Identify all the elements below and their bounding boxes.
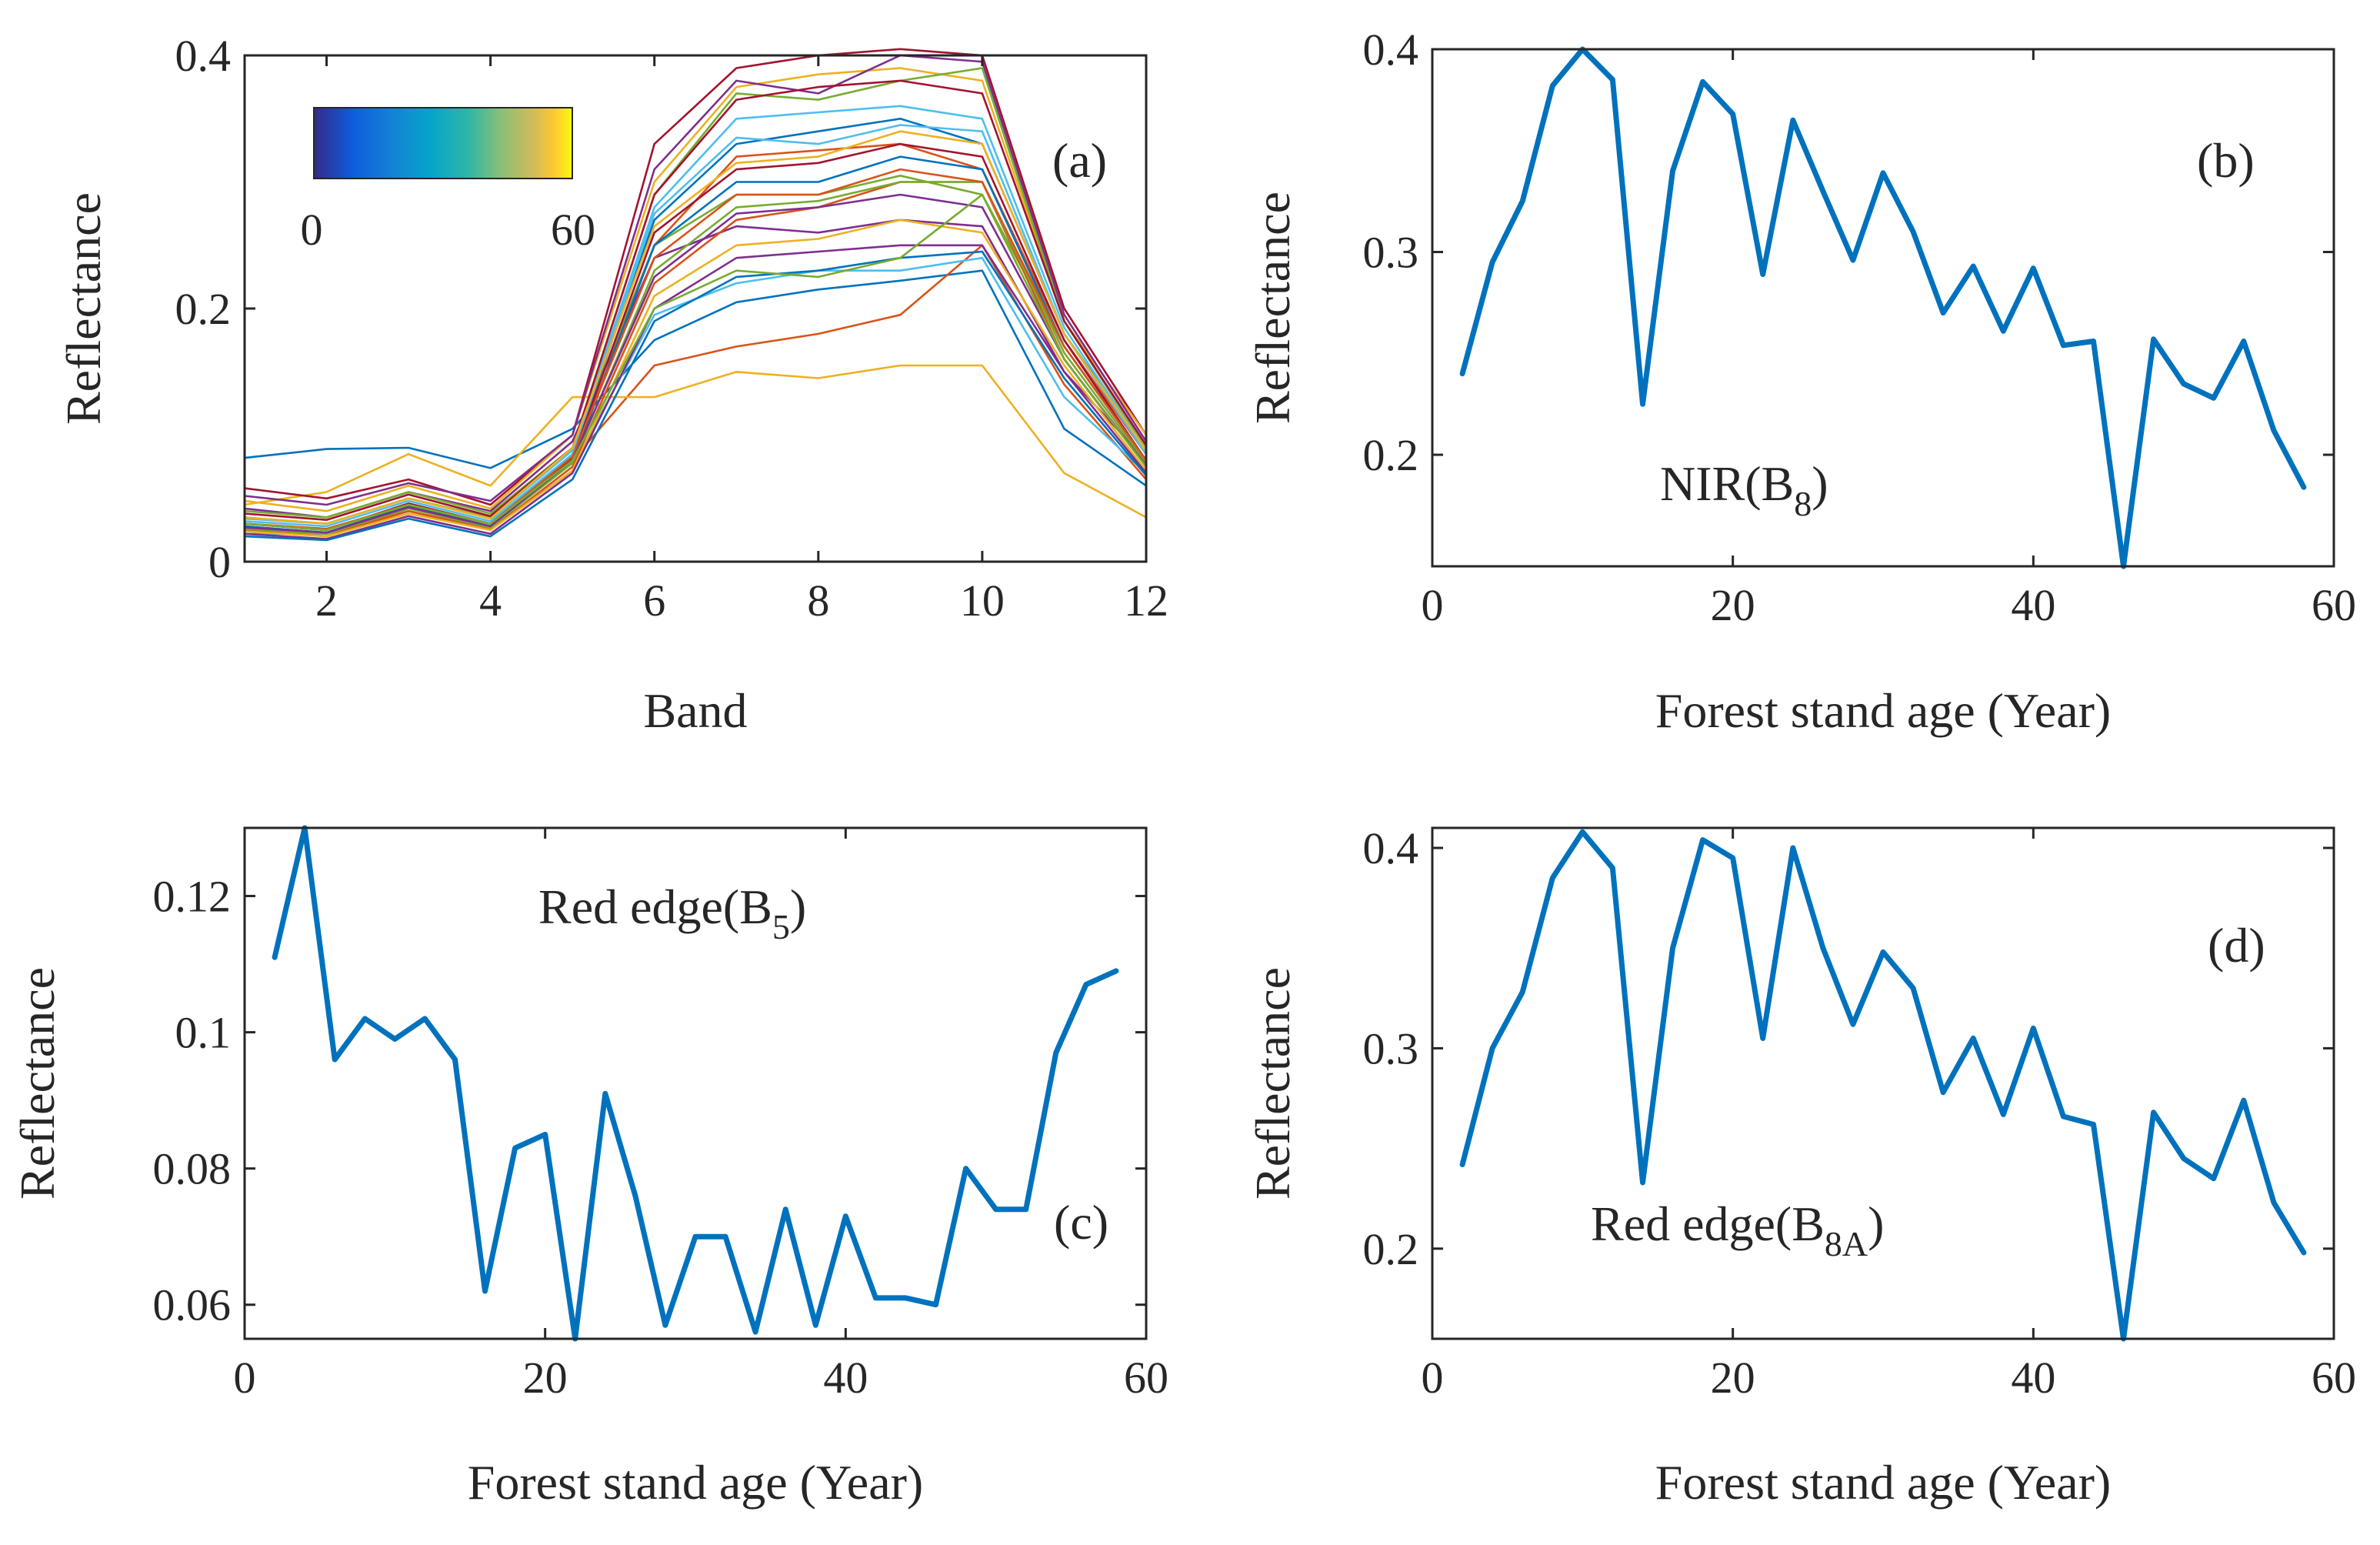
panel-c-y-ticks: 0.06 0.08 0.1 0.12 (153, 872, 1146, 1330)
panel-b-annotation-sub: 8 (1794, 484, 1812, 523)
panel-d-axes-box (1431, 826, 2335, 1340)
panel-c-label: (c) (1054, 1195, 1108, 1250)
panel-a: 2 4 6 8 10 12 0 0.2 0.4 Band Reflectance (a) 0 … (56, 31, 1168, 738)
panel-c-series-line (272, 825, 1119, 1342)
panel-c-annotation-close: ) (790, 879, 806, 934)
panel-a-x-axis-label: Band (643, 683, 747, 738)
panel-a-x-tick-label: 8 (807, 576, 829, 626)
panel-a-x-ticks: 2 4 6 8 10 12 (315, 55, 1168, 626)
panel-c-x-axis-label: Forest stand age (Year) (468, 1455, 923, 1510)
panel-a-series-s10 (244, 67, 1148, 512)
panel-b-axes-box (1431, 48, 2335, 568)
panel-c-x-tick-label: 60 (1124, 1353, 1168, 1403)
panel-c-y-tick-label: 0.08 (153, 1144, 232, 1194)
panel-a-series-s03 (244, 364, 1147, 519)
panel-d-annotation: Red edge(B8A) (1591, 1196, 1884, 1263)
panel-a-series-s13 (244, 124, 1148, 528)
panel-b-series-group (1459, 46, 2307, 569)
panel-a-series-s18 (244, 244, 1148, 540)
panel-c-y-tick-label: 0.06 (153, 1280, 232, 1330)
panel-d-y-axis-label: Reflectance (1245, 967, 1300, 1200)
panel-b-y-tick-label: 0.4 (1363, 25, 1419, 75)
panel-b-x-tick-label: 0 (1422, 580, 1444, 630)
panel-b-x-axis-label: Forest stand age (Year) (1655, 683, 2111, 738)
panel-a-series-s22 (244, 250, 1147, 542)
panel-a-y-tick-label: 0 (208, 537, 231, 587)
panel-d-annotation-main: Red edge(B (1591, 1196, 1825, 1251)
panel-c-y-axis-label: Reflectance (10, 967, 65, 1200)
panel-a-series-s07 (244, 48, 1148, 506)
panel-c-x-ticks: 0 20 40 60 (234, 828, 1168, 1403)
panel-c-y-tick-label: 0.12 (153, 872, 232, 922)
panel-b-x-tick-label: 20 (1711, 580, 1755, 630)
panel-b: 0 20 40 60 0.2 0.3 0.4 Forest stand age (Year… (1245, 25, 2356, 738)
colorbar: 0 60 (301, 107, 595, 255)
panel-c-series-group (272, 825, 1119, 1342)
panel-a-y-tick-label: 0.2 (175, 284, 232, 334)
panel-a-series-s11 (244, 54, 1148, 506)
panel-d-x-axis-label: Forest stand age (Year) (1655, 1455, 2111, 1510)
panel-d-annotation-sub: 8A (1825, 1224, 1868, 1263)
panel-a-y-axis-label: Reflectance (56, 192, 111, 425)
panel-d-y-tick-label: 0.3 (1363, 1023, 1419, 1073)
panel-c-x-tick-label: 40 (823, 1353, 868, 1403)
panel-b-x-tick-label: 40 (2011, 580, 2055, 630)
panel-b-annotation-close: ) (1812, 456, 1828, 511)
panel-b-annotation: NIR(B8) (1660, 456, 1828, 523)
panel-d-annotation-close: ) (1868, 1196, 1884, 1251)
panel-c-annotation-main: Red edge(B (538, 879, 772, 934)
panel-d-series-line (1459, 829, 2307, 1342)
panel-b-x-ticks: 0 20 40 60 (1422, 49, 2356, 630)
panel-d-x-tick-label: 60 (2312, 1353, 2356, 1403)
panel-b-label: (b) (2197, 133, 2255, 188)
panel-d-x-ticks: 0 20 40 60 (1422, 828, 2356, 1403)
colorbar-gradient (313, 107, 573, 179)
panel-b-y-tick-label: 0.2 (1363, 430, 1419, 480)
panel-d-label: (d) (2208, 918, 2265, 973)
panel-d-y-ticks: 0.2 0.3 0.4 (1363, 823, 2334, 1274)
panel-a-label: (a) (1052, 133, 1107, 188)
panel-a-x-tick-label: 10 (960, 576, 1005, 626)
panel-a-x-tick-label: 4 (479, 576, 502, 626)
panel-a-series-s25 (244, 193, 1148, 534)
panel-d-y-tick-label: 0.4 (1363, 823, 1419, 873)
panel-a-series-s26 (244, 193, 1148, 532)
panel-a-series-s17 (244, 219, 1148, 538)
panel-d-x-tick-label: 0 (1422, 1353, 1444, 1403)
panel-c-annotation-sub: 5 (772, 907, 790, 946)
panel-c: 0 20 40 60 0.06 0.08 0.1 0.12 Forest stand age… (10, 825, 1168, 1510)
panel-a-series-s12 (244, 67, 1148, 519)
panel-a-series-s01 (244, 269, 1147, 487)
panel-b-annotation-main: NIR(B (1660, 456, 1794, 511)
panel-d: 0 20 40 60 0.2 0.3 0.4 Forest stand age (Year… (1245, 823, 2356, 1510)
panel-c-axes-box (243, 826, 1148, 1340)
panel-b-y-ticks: 0.2 0.3 0.4 (1363, 25, 2334, 480)
panel-c-x-tick-label: 0 (234, 1353, 256, 1403)
panel-d-x-tick-label: 20 (1711, 1353, 1755, 1403)
panel-b-y-tick-label: 0.3 (1363, 228, 1419, 278)
panel-a-series-s15 (244, 155, 1148, 534)
panel-a-x-tick-label: 6 (643, 576, 665, 626)
panel-c-x-tick-label: 20 (523, 1353, 568, 1403)
colorbar-min-label: 0 (301, 205, 323, 255)
panel-a-x-tick-label: 12 (1124, 576, 1168, 626)
panel-d-series-group (1459, 829, 2307, 1342)
panel-a-y-ticks: 0 0.2 0.4 (175, 31, 1146, 587)
panel-a-series-s24 (244, 130, 1148, 525)
panel-c-annotation: Red edge(B5) (538, 879, 806, 946)
panel-a-series-group (244, 48, 1148, 542)
panel-d-y-tick-label: 0.2 (1363, 1224, 1419, 1274)
panel-a-series-s21 (244, 79, 1148, 522)
panel-b-series-line (1459, 46, 2307, 569)
panel-c-y-tick-label: 0.1 (175, 1008, 232, 1058)
panel-d-x-tick-label: 40 (2011, 1353, 2055, 1403)
colorbar-max-label: 60 (551, 205, 595, 255)
panel-a-x-tick-label: 2 (315, 576, 338, 626)
panel-b-y-axis-label: Reflectance (1245, 192, 1300, 424)
panel-b-x-tick-label: 60 (2312, 580, 2356, 630)
panel-a-y-tick-label: 0.4 (175, 31, 232, 81)
